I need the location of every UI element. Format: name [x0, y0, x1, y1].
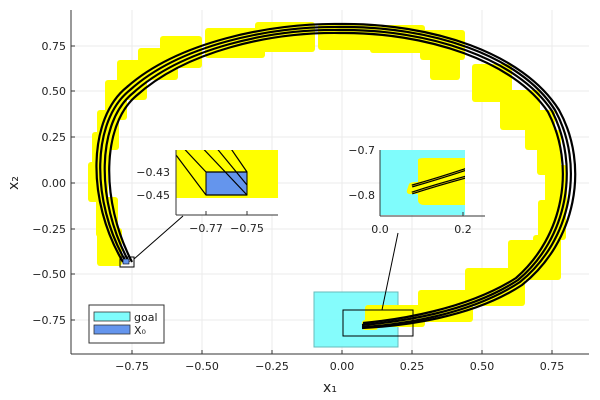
x-ticks: [131, 350, 553, 354]
y-axis-label: x₂: [6, 176, 22, 190]
x-tick-label: 0.00: [330, 360, 355, 373]
inset-x0-zoom: −0.43 −0.45 −0.77 −0.75: [136, 150, 278, 235]
goal-zoom-marker: [342, 309, 414, 337]
legend-swatch-goal: [93, 311, 131, 322]
axes: [70, 10, 589, 355]
legend-label-goal: goal: [134, 311, 158, 324]
inset2-ytick: −0.8: [348, 189, 375, 202]
x-tick-label: 0.25: [400, 360, 425, 373]
trajectory-lines: [95, 22, 577, 330]
y-tick-label: −0.75: [32, 314, 66, 327]
x0-zoom-marker: [119, 256, 135, 268]
y-tick-label: −0.50: [32, 268, 66, 281]
inset2-ytick: −0.7: [348, 144, 375, 157]
inset1-ytick: −0.43: [136, 166, 170, 179]
legend-swatch-x0: [93, 324, 131, 335]
x0-zoom-connector: [133, 215, 184, 260]
x-tick-label: −0.75: [115, 360, 149, 373]
legend-label-x0: X₀: [134, 324, 147, 337]
x-tick-labels: −0.75 −0.50 −0.25 0.00 0.25 0.50 0.75: [115, 360, 564, 373]
x-tick-label: 0.50: [470, 360, 495, 373]
x-axis-label: x₁: [323, 380, 337, 396]
legend: goal X₀: [88, 304, 165, 344]
y-tick-label: 0.25: [42, 131, 67, 144]
y-tick-label: 0.75: [42, 40, 67, 53]
inset1-xtick: −0.77: [189, 222, 223, 235]
goal-zoom-connector: [381, 232, 399, 311]
inset1-ytick: −0.45: [136, 189, 170, 202]
y-tick-label: −0.25: [32, 223, 66, 236]
y-tick-labels: 0.75 0.50 0.25 0.00 −0.25 −0.50 −0.75: [32, 40, 66, 327]
x-tick-label: −0.25: [255, 360, 289, 373]
x-tick-label: 0.75: [540, 360, 565, 373]
x-tick-label: −0.50: [185, 360, 219, 373]
inset-goal-zoom: −0.7 −0.8 0.0 0.2: [348, 144, 485, 236]
inset2-xtick: 0.2: [454, 223, 472, 236]
y-tick-label: 0.00: [42, 177, 67, 190]
y-ticks: [71, 45, 75, 321]
inset1-xtick: −0.75: [230, 222, 264, 235]
inset2-xtick: 0.0: [371, 223, 389, 236]
y-tick-label: 0.50: [42, 85, 67, 98]
initial-set-x0: [122, 258, 130, 265]
